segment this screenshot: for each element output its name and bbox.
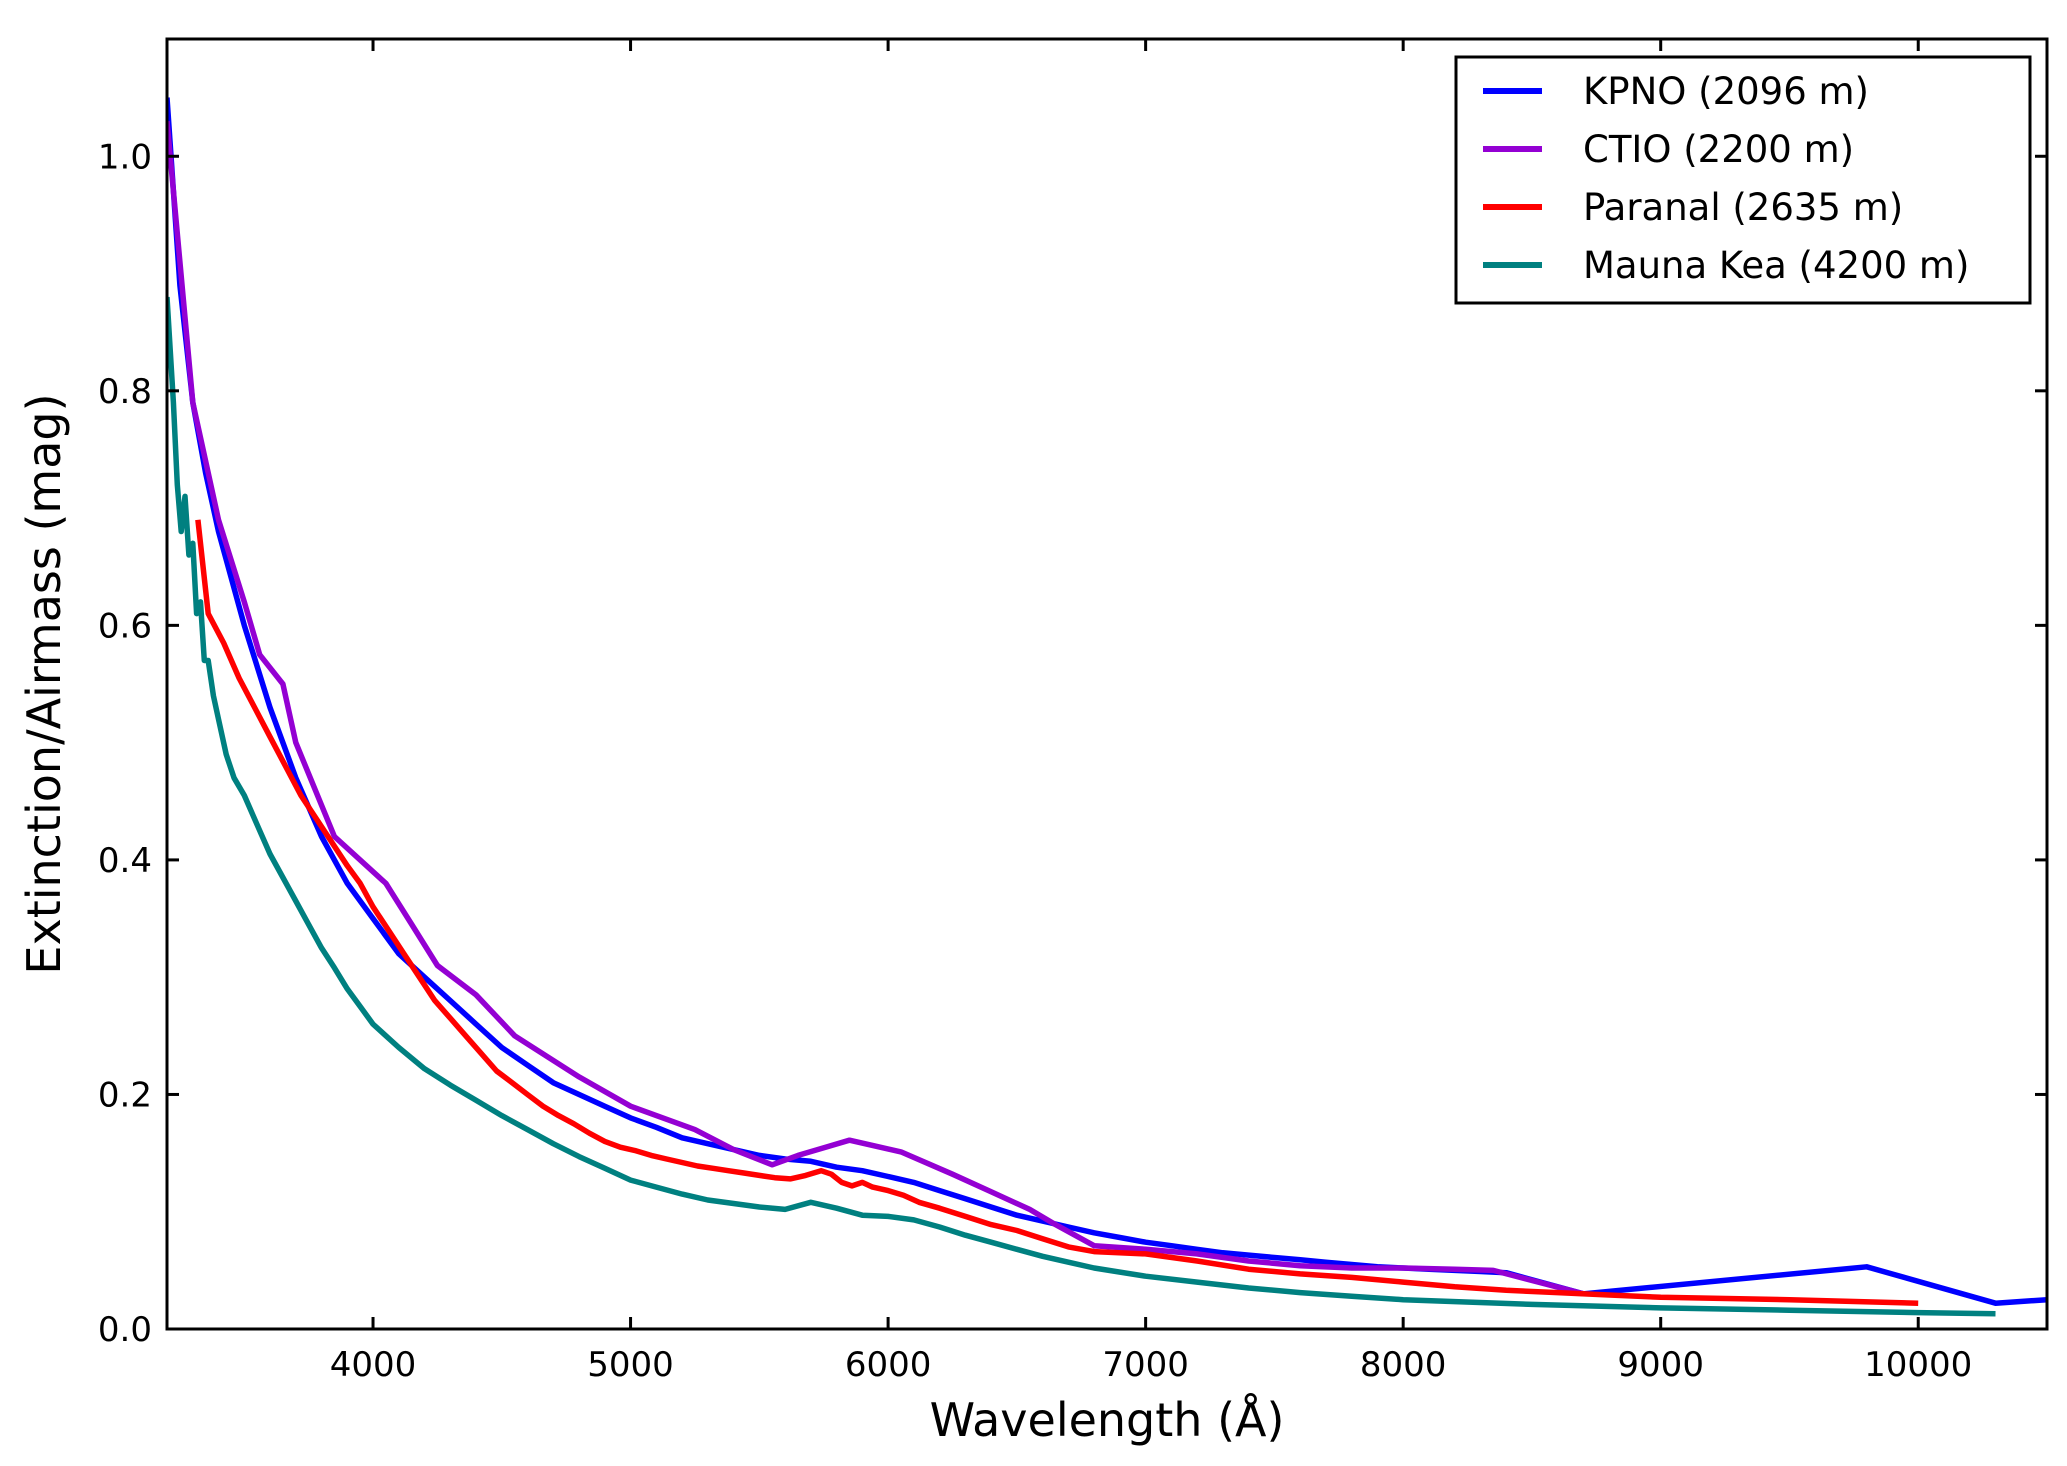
- legend-box: [1454, 55, 2032, 305]
- x-axis-label: Wavelength (Å): [930, 1393, 1285, 1447]
- x-tick-label: 8000: [1360, 1345, 1447, 1385]
- tick-layer: 4000 5000 6000 7000 8000 9000 10000 0.0 0.2 0.4 0.…: [98, 39, 2047, 1385]
- x-tick-label: 9000: [1617, 1345, 1704, 1385]
- y-tick-label: 0.4: [98, 841, 152, 881]
- series-layer: [167, 97, 2047, 1317]
- plot-area-frame: [165, 37, 2049, 1331]
- series-line-3: [195, 519, 1919, 1306]
- legend-label: KPNO (2096 m): [1583, 70, 1869, 113]
- series-line-1: [167, 97, 2047, 1306]
- series-line-4: [167, 296, 1996, 1317]
- series-line-2: [167, 120, 1585, 1297]
- legend: KPNO (2096 m) CTIO (2200 m) Paranal (2635 …: [1454, 55, 2032, 305]
- x-tick-label: 5000: [587, 1345, 674, 1385]
- y-tick-label: 0.6: [98, 606, 152, 646]
- y-tick-label: 0.2: [98, 1075, 152, 1115]
- legend-label: CTIO (2200 m): [1583, 128, 1854, 171]
- x-tick-label: 4000: [330, 1345, 417, 1385]
- y-tick-label: 0.0: [98, 1310, 152, 1350]
- x-tick-label: 6000: [845, 1345, 932, 1385]
- x-tick-label: 7000: [1102, 1345, 1189, 1385]
- legend-label: Mauna Kea (4200 m): [1583, 244, 1969, 287]
- y-tick-label: 1.0: [98, 137, 152, 177]
- x-tick-label: 10000: [1864, 1345, 1972, 1385]
- y-axis-label: Extinction/Airmass (mag): [17, 393, 71, 974]
- legend-label: Paranal (2635 m): [1583, 186, 1903, 229]
- y-tick-label: 0.8: [98, 372, 152, 412]
